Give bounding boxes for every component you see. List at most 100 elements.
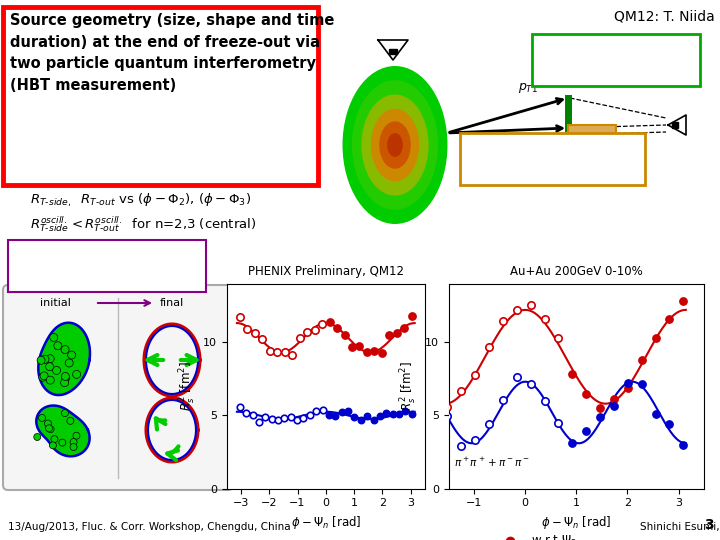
Point [374, 412, 386, 421]
Point [331, 324, 343, 333]
Point [279, 414, 290, 422]
Point [636, 380, 647, 388]
Ellipse shape [61, 373, 69, 381]
Text: $p_{T2}$: $p_{T2}$ [508, 133, 528, 147]
Point [399, 324, 410, 333]
Title: Au+Au 200GeV 0-10%: Au+Au 200GeV 0-10% [510, 265, 643, 278]
Point [336, 408, 348, 416]
Point [287, 350, 298, 359]
Point [567, 370, 578, 379]
Text: initial: initial [40, 298, 71, 308]
Point [400, 406, 411, 415]
Bar [389, 49, 397, 54]
Ellipse shape [50, 334, 58, 341]
Ellipse shape [68, 351, 76, 359]
Point [498, 316, 509, 325]
Ellipse shape [387, 133, 403, 157]
Ellipse shape [73, 370, 81, 379]
Ellipse shape [62, 374, 70, 382]
Point [456, 387, 467, 395]
Point [580, 427, 592, 435]
Point [310, 407, 322, 415]
Text: $R_{T\text{-}side,}$  $R_{T\text{-}out}$ vs $(\phi-\Phi_2)$, $(\phi-\Phi_3)$: $R_{T\text{-}side,}$ $R_{T\text{-}out}$ … [30, 192, 251, 209]
Text: $q_{T\text{-}out}$ : $R_{T\text{-}out}$: $q_{T\text{-}out}$ : $R_{T\text{-}out}$ [516, 157, 589, 173]
Point [348, 413, 360, 421]
Point [323, 411, 335, 420]
Ellipse shape [45, 363, 53, 370]
Ellipse shape [54, 342, 62, 350]
Text: fitting with Blast Wave: fitting with Blast Wave [13, 265, 166, 278]
Point [483, 343, 495, 352]
Point [369, 347, 380, 355]
Point [240, 409, 252, 417]
Point [622, 379, 634, 388]
Point [525, 301, 536, 309]
Text: final: final [160, 298, 184, 308]
Polygon shape [38, 323, 90, 395]
Point [298, 414, 310, 422]
Text: depth + time duration: depth + time duration [474, 139, 631, 152]
Point [294, 334, 305, 342]
Point [338, 330, 350, 339]
Polygon shape [668, 115, 686, 135]
Text: together with $v_n(p_T)^{PID}$: together with $v_n(p_T)^{PID}$ [13, 246, 158, 266]
Ellipse shape [39, 373, 47, 381]
Point [342, 407, 354, 416]
Ellipse shape [379, 122, 410, 168]
FancyBboxPatch shape [460, 133, 645, 185]
Ellipse shape [41, 355, 49, 363]
Ellipse shape [361, 94, 428, 195]
Point [469, 370, 481, 379]
Ellipse shape [59, 439, 66, 446]
Point [264, 346, 276, 355]
Point [678, 441, 689, 449]
Point [483, 419, 495, 428]
Point [442, 402, 454, 411]
Text: side view size: side view size [567, 40, 665, 53]
Point [256, 335, 268, 343]
Ellipse shape [39, 414, 45, 421]
Ellipse shape [371, 109, 419, 181]
Point [266, 415, 277, 423]
Ellipse shape [60, 379, 68, 387]
Text: $p_{T1}$: $p_{T1}$ [518, 81, 538, 95]
Text: Shinichi Esumi, Univ. of Tsukuba: Shinichi Esumi, Univ. of Tsukuba [640, 522, 720, 532]
Point [553, 419, 564, 428]
Point [302, 328, 313, 336]
X-axis label: $\phi - \Psi_n$ [rad]: $\phi - \Psi_n$ [rad] [291, 514, 361, 531]
Point [285, 413, 297, 422]
Point [649, 333, 661, 342]
Point [346, 343, 358, 352]
Ellipse shape [45, 420, 51, 427]
Point [292, 415, 303, 424]
Ellipse shape [343, 66, 448, 224]
Point [393, 409, 405, 418]
Point [406, 312, 418, 320]
Point [608, 394, 620, 403]
Ellipse shape [47, 426, 54, 433]
Point [456, 442, 467, 450]
Point [387, 409, 398, 418]
Point [361, 347, 373, 356]
Point [271, 347, 283, 356]
Point [553, 333, 564, 342]
Point [361, 412, 373, 421]
Point [442, 411, 454, 420]
Point [355, 416, 366, 424]
FancyBboxPatch shape [3, 7, 318, 185]
Point [304, 411, 315, 420]
Ellipse shape [34, 434, 41, 441]
Polygon shape [36, 406, 89, 456]
Point [384, 330, 395, 339]
Title: PHENIX Preliminary, QM12: PHENIX Preliminary, QM12 [248, 265, 404, 278]
Ellipse shape [70, 438, 77, 445]
Point [316, 320, 328, 328]
Text: 3: 3 [704, 518, 714, 532]
Bar [672, 122, 678, 128]
Point [391, 328, 402, 337]
Ellipse shape [50, 442, 56, 449]
Ellipse shape [46, 355, 54, 363]
Point [279, 348, 290, 356]
Point [234, 313, 246, 321]
Point [622, 384, 634, 393]
